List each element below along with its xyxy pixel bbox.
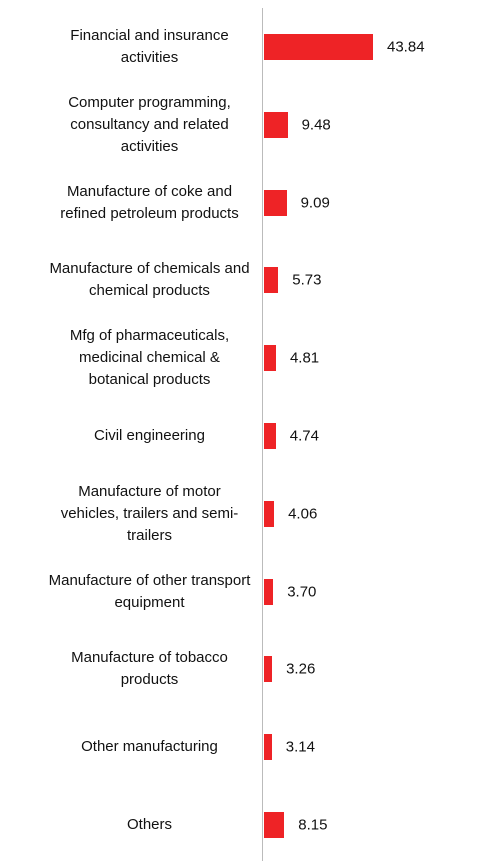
value-label: 9.09 [300,194,330,212]
value-label: 3.70 [287,583,317,601]
category-label: Other manufacturing [81,738,218,756]
axis-line [262,8,263,861]
category-label: Others [126,816,172,833]
bar [264,267,279,294]
category-label: Manufacture of tobacco products [71,649,228,689]
bar [264,345,276,372]
value-label: 43.84 [387,38,425,56]
category-label: Manufacture of coke and refined petroleu… [60,182,239,222]
bar [264,656,273,683]
category-label: Civil engineering [94,427,205,444]
bar [264,500,275,527]
bar [264,189,287,216]
category-label: Mfg of pharmaceuticals, medicinal chemic… [69,327,230,389]
bar [264,578,274,605]
category-label: Manufacture of other transport equipment [48,571,251,611]
value-label: 4.74 [289,427,319,445]
category-label: Financial and insurance activities [70,27,229,66]
value-label: 4.06 [288,505,318,523]
value-label: 3.26 [286,660,316,678]
category-label: Computer programming, consultancy and re… [68,93,231,155]
bar [264,111,288,138]
bar [264,423,276,449]
value-label: 4.81 [289,349,320,367]
bar [264,812,285,838]
bar [264,34,373,60]
value-label: 3.14 [285,738,315,756]
value-label: 5.73 [292,271,322,289]
bar [264,734,272,761]
category-label: Manufacture of motor vehicles, trailers … [60,482,239,544]
value-label: 9.48 [301,116,331,134]
value-label: 8.15 [298,816,328,834]
category-label: Manufacture of chemicals and chemical pr… [49,260,250,300]
